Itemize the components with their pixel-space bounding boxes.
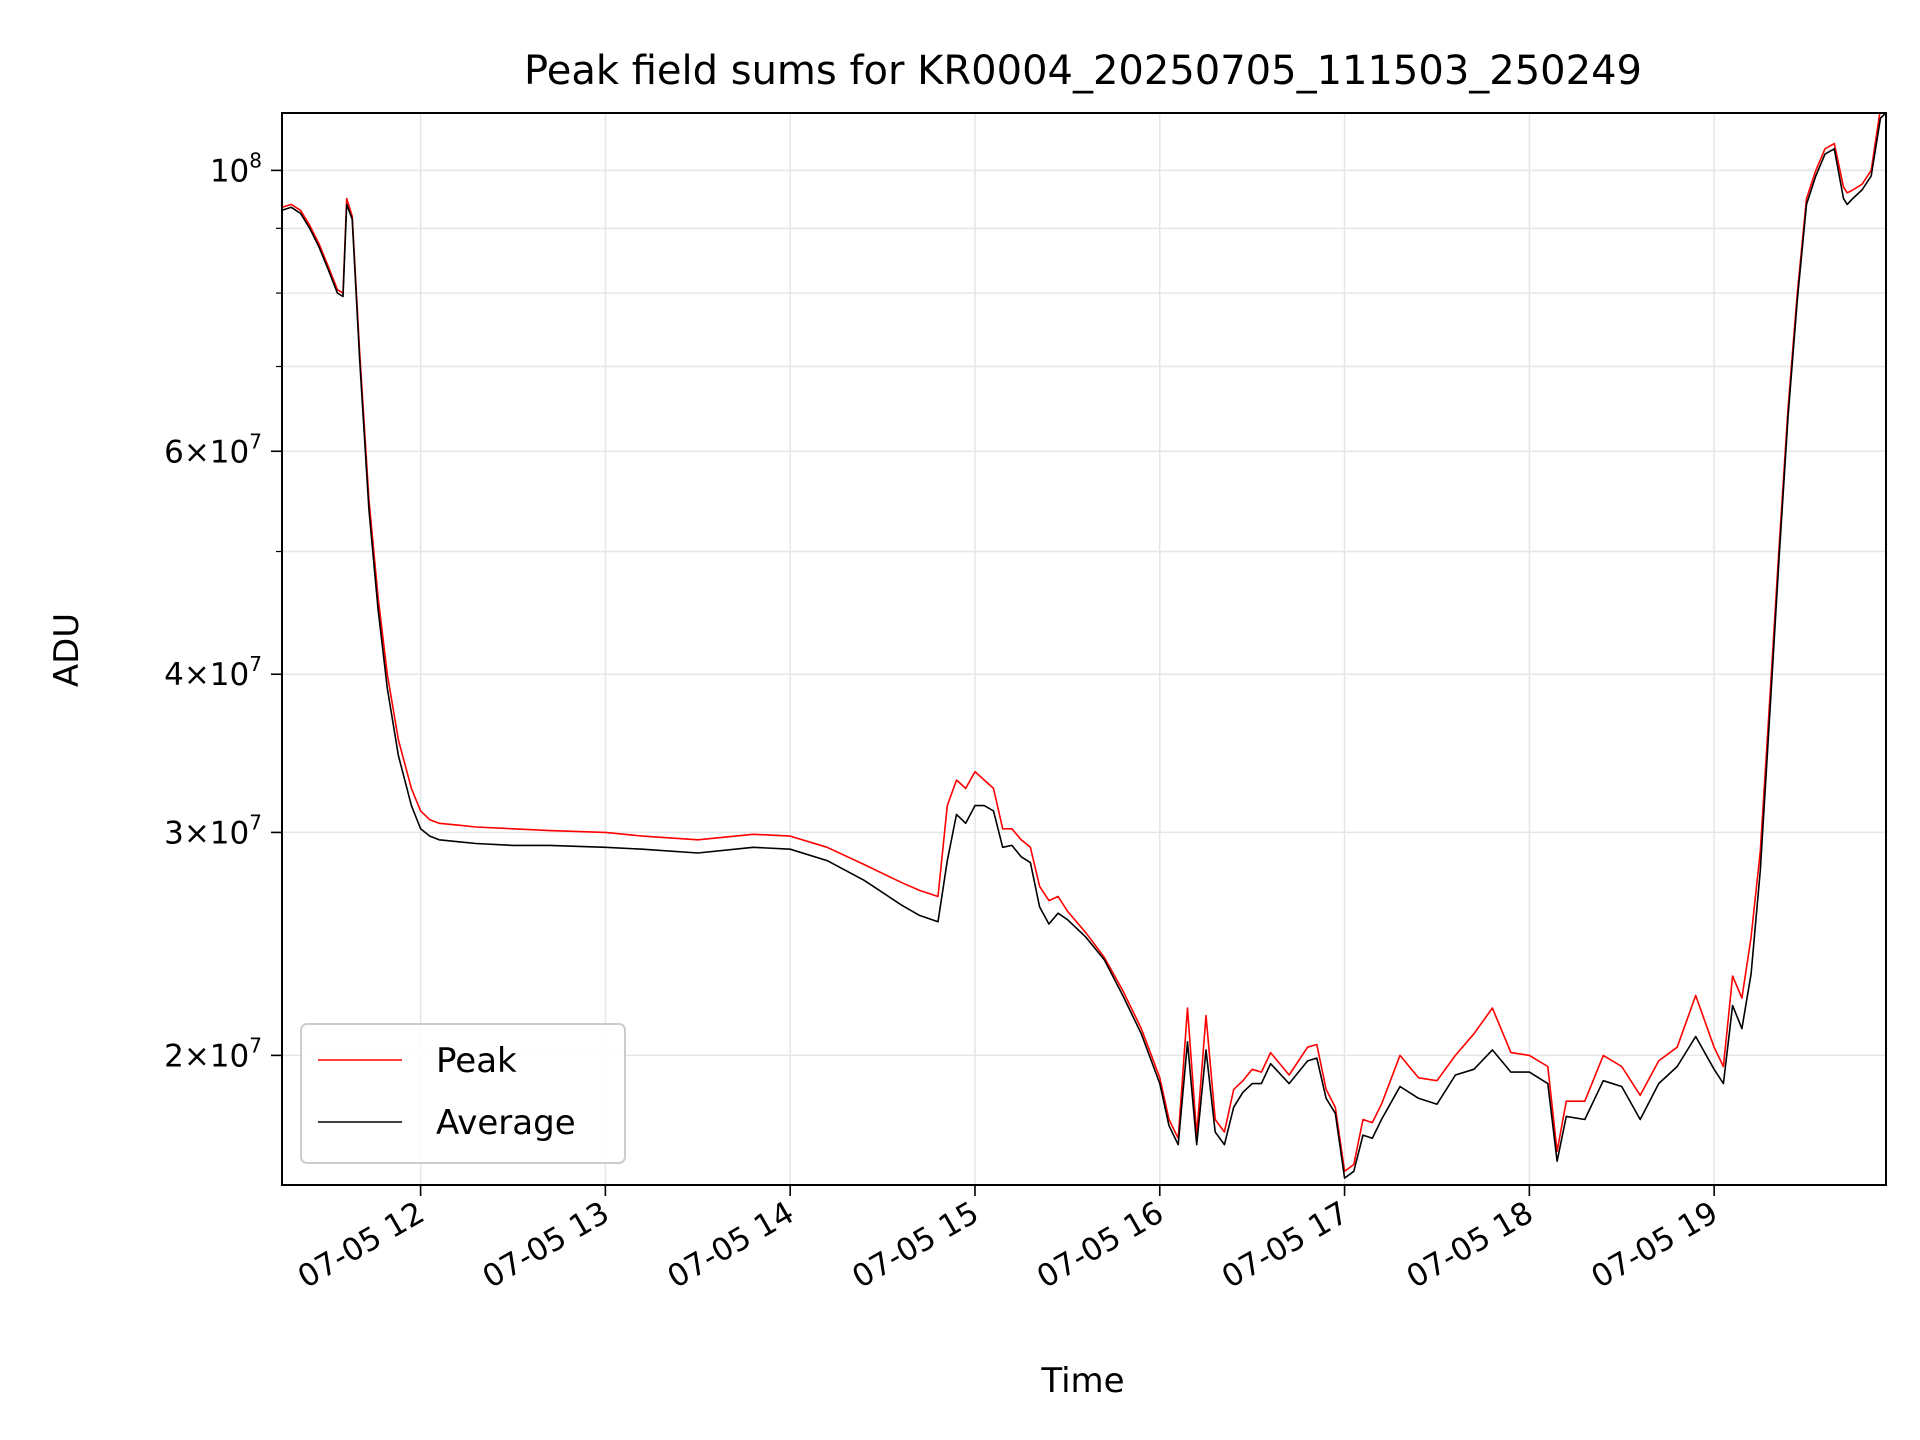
series-line-peak — [282, 113, 1881, 1173]
x-axis-label: Time — [1040, 1361, 1124, 1401]
y-tick-label-0: 108 — [210, 148, 262, 189]
y-tick-label-4: 2×107 — [164, 1033, 262, 1074]
y-tick-label-1: 6×107 — [164, 429, 262, 470]
chart-title: Peak field sums for KR0004_20250705_1115… — [524, 48, 1642, 94]
y-axis-label: ADU — [47, 613, 87, 687]
y-tick-label-2: 4×107 — [164, 652, 262, 693]
plot-frame — [281, 112, 1887, 1186]
plot-lines — [282, 113, 1886, 1179]
legend-box — [300, 1023, 626, 1164]
grid — [282, 113, 1886, 1185]
y-tick-label-3: 3×107 — [164, 810, 262, 851]
legend: Peak Average — [300, 1023, 626, 1164]
legend-label-average: Average — [436, 1103, 576, 1143]
series-line-average — [282, 113, 1886, 1179]
y-axis: 108 6×107 4×107 3×107 2×107 — [164, 148, 282, 1074]
legend-label-peak: Peak — [436, 1041, 517, 1081]
